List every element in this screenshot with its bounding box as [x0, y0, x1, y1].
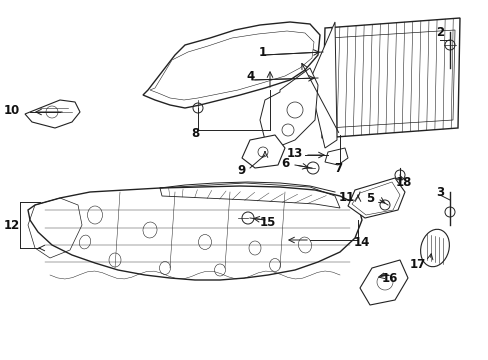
Text: 10: 10	[4, 104, 20, 117]
Polygon shape	[142, 22, 319, 108]
Polygon shape	[28, 186, 361, 280]
Polygon shape	[242, 135, 285, 168]
Polygon shape	[359, 260, 407, 305]
Text: 8: 8	[190, 126, 199, 140]
Text: 13: 13	[286, 147, 303, 159]
Text: 4: 4	[246, 69, 255, 82]
Text: 3: 3	[435, 185, 443, 198]
Polygon shape	[150, 31, 313, 100]
Text: 2: 2	[435, 26, 443, 39]
Polygon shape	[260, 68, 317, 148]
Polygon shape	[325, 148, 347, 165]
Polygon shape	[347, 178, 404, 218]
Text: 14: 14	[353, 235, 369, 248]
Polygon shape	[327, 30, 454, 128]
Polygon shape	[25, 100, 80, 128]
Polygon shape	[321, 18, 459, 138]
Text: 18: 18	[395, 176, 411, 189]
Text: 7: 7	[333, 162, 342, 175]
Text: 6: 6	[280, 157, 288, 170]
Text: 16: 16	[381, 271, 397, 284]
Text: 12: 12	[4, 219, 20, 231]
Text: 9: 9	[237, 163, 245, 176]
Text: 5: 5	[365, 192, 373, 204]
Text: 15: 15	[259, 216, 276, 229]
Text: 11: 11	[338, 190, 354, 203]
Text: 17: 17	[409, 258, 425, 271]
Polygon shape	[309, 22, 336, 148]
Text: 1: 1	[259, 45, 266, 59]
